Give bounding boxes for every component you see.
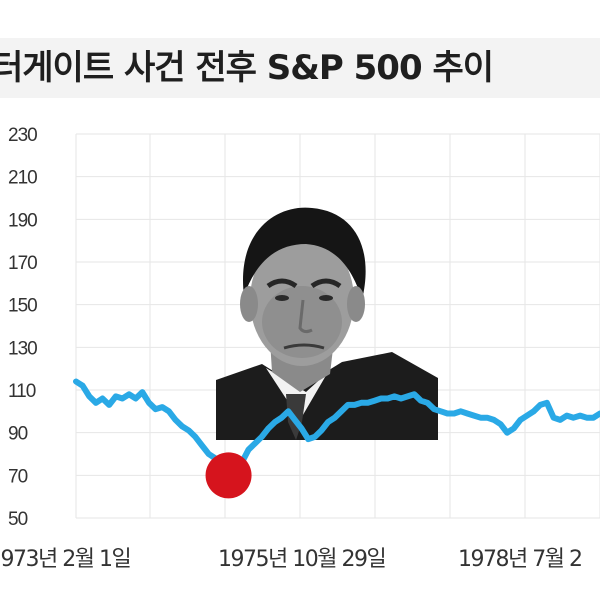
x-tick-label: 1975년 10월 29일 bbox=[218, 547, 385, 572]
y-tick-label: 150 bbox=[8, 296, 37, 317]
sp500-line bbox=[73, 378, 600, 479]
y-tick-label: 50 bbox=[8, 509, 28, 530]
y-tick-label: 70 bbox=[8, 466, 28, 487]
y-tick-label: 130 bbox=[8, 338, 37, 359]
y-tick-label: 190 bbox=[8, 210, 37, 231]
y-tick-label: 110 bbox=[8, 381, 36, 402]
y-tick-label: 90 bbox=[8, 424, 28, 445]
portrait-photo bbox=[216, 207, 438, 440]
top-band bbox=[0, 0, 600, 34]
series-layer bbox=[73, 378, 600, 499]
y-axis-ticks: 230 210 190 170 150 130 110 90 70 50 bbox=[8, 125, 38, 530]
y-tick-label: 230 bbox=[8, 125, 37, 146]
low-point-marker bbox=[205, 452, 252, 499]
x-tick-label: 1973년 2월 1일 bbox=[0, 547, 130, 572]
x-axis-labels: 1973년 2월 1일 1975년 10월 29일 1978년 7월 2 bbox=[0, 547, 583, 572]
x-tick-label: 1978년 7월 2 bbox=[458, 547, 581, 572]
chart-title: 터게이트 사건 전후 S&P 500 추이 bbox=[0, 38, 600, 98]
y-tick-label: 170 bbox=[8, 253, 37, 274]
y-tick-label: 210 bbox=[8, 168, 37, 189]
